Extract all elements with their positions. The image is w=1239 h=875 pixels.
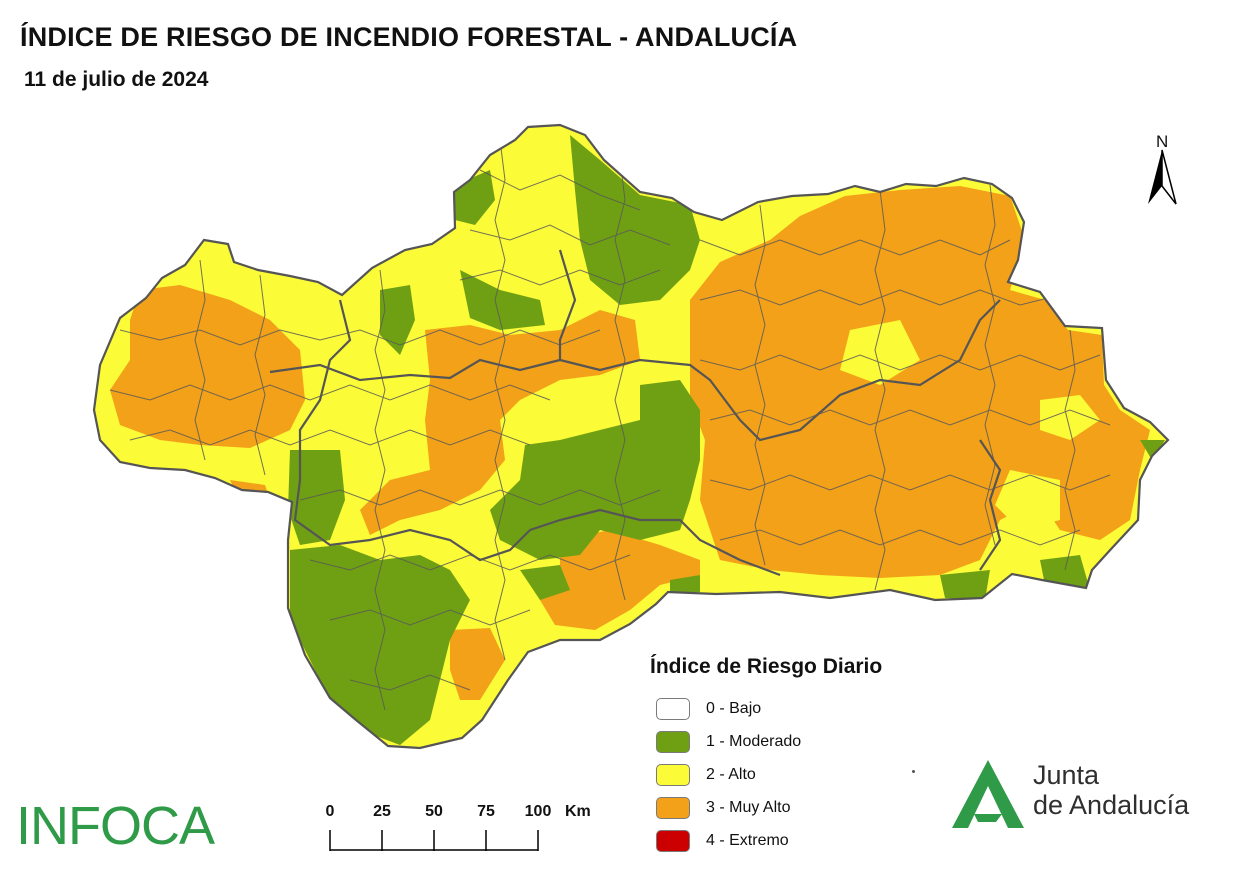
scale-bar bbox=[329, 830, 539, 851]
legend-swatch-extremo bbox=[656, 829, 690, 852]
legend-swatch-moderado bbox=[656, 730, 690, 753]
scale-unit: Km bbox=[565, 803, 591, 820]
region-outline bbox=[92, 123, 1170, 750]
map-date: 11 de julio de 2024 bbox=[24, 68, 209, 91]
map-title: ÍNDICE DE RIESGO DE INCENDIO FORESTAL - … bbox=[20, 22, 798, 52]
north-label: N bbox=[1156, 132, 1169, 151]
municipal-boundaries bbox=[109, 139, 1111, 711]
legend-item-moderado: 1 - Moderado bbox=[650, 725, 882, 758]
junta-line-1: Junta bbox=[1033, 760, 1100, 790]
legend-item-extremo: 4 - Extremo bbox=[650, 824, 882, 857]
north-arrow-icon bbox=[1148, 149, 1177, 205]
legend: Índice de Riesgo Diario 0 - Bajo 1 - Mod… bbox=[650, 655, 882, 857]
legend-label: 4 - Extremo bbox=[706, 831, 789, 849]
legend-item-muy-alto: 3 - Muy Alto bbox=[650, 791, 882, 824]
legend-label: 2 - Alto bbox=[706, 765, 756, 783]
legend-item-bajo: 0 - Bajo bbox=[650, 692, 882, 725]
scale-tick-label: 75 bbox=[477, 803, 495, 820]
junta-andalucia-logo-icon bbox=[952, 760, 1024, 828]
legend-title: Índice de Riesgo Diario bbox=[650, 655, 883, 678]
province-boundaries bbox=[269, 249, 1002, 577]
zones-moderado bbox=[288, 135, 1165, 745]
legend-swatch-alto bbox=[656, 763, 690, 786]
scale-tick-label: 100 bbox=[524, 803, 552, 820]
legend-label: 1 - Moderado bbox=[706, 732, 802, 750]
map-dot bbox=[912, 770, 915, 773]
junta-line-2: de Andalucía bbox=[1033, 790, 1190, 820]
scale-tick-label: 25 bbox=[373, 803, 391, 820]
junta-andalucia-logo: Junta de Andalucía bbox=[1033, 760, 1189, 820]
legend-swatch-muy-alto bbox=[656, 796, 690, 819]
legend-swatch-bajo bbox=[656, 697, 690, 720]
legend-item-alto: 2 - Alto bbox=[650, 758, 882, 791]
scale-tick-label: 50 bbox=[425, 803, 443, 820]
scale-tick-label: 0 bbox=[325, 803, 335, 820]
infoca-logo: INFOCA bbox=[16, 796, 215, 856]
legend-label: 3 - Muy Alto bbox=[706, 798, 791, 816]
legend-label: 0 - Bajo bbox=[706, 699, 762, 717]
